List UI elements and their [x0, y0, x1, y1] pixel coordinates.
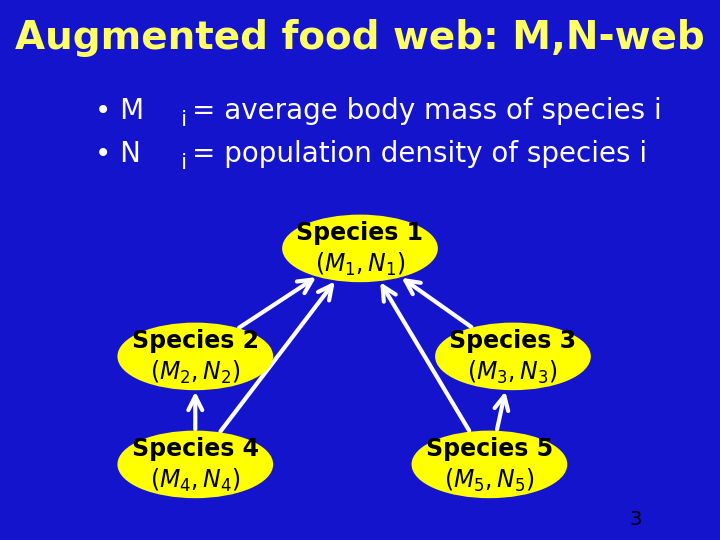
Text: $(M_{5}, N_{5})$: $(M_{5}, N_{5})$ — [444, 467, 535, 494]
Text: $(M_{2}, N_{2})$: $(M_{2}, N_{2})$ — [150, 359, 240, 386]
Ellipse shape — [436, 324, 590, 389]
Text: = average body mass of species i: = average body mass of species i — [192, 97, 662, 125]
Text: = population density of species i: = population density of species i — [192, 140, 647, 168]
Text: Augmented food web: M,N-web: Augmented food web: M,N-web — [15, 19, 705, 57]
Text: $(M_{4}, N_{4})$: $(M_{4}, N_{4})$ — [150, 467, 240, 494]
Text: i: i — [181, 153, 186, 173]
Ellipse shape — [413, 432, 566, 497]
Text: Species 5: Species 5 — [426, 437, 553, 461]
Text: i: i — [181, 110, 186, 130]
Text: 3: 3 — [630, 510, 642, 529]
Ellipse shape — [119, 432, 271, 497]
Text: Species 2: Species 2 — [132, 329, 258, 353]
Ellipse shape — [119, 324, 271, 389]
Text: $(M_{3}, N_{3})$: $(M_{3}, N_{3})$ — [467, 359, 559, 386]
Text: Species 4: Species 4 — [132, 437, 258, 461]
Text: • M: • M — [95, 97, 145, 125]
Text: Species 1: Species 1 — [297, 221, 423, 245]
Text: $(M_{1}, N_{1})$: $(M_{1}, N_{1})$ — [315, 251, 405, 278]
Text: • N: • N — [95, 140, 141, 168]
Text: Species 3: Species 3 — [449, 329, 577, 353]
Ellipse shape — [284, 216, 436, 281]
